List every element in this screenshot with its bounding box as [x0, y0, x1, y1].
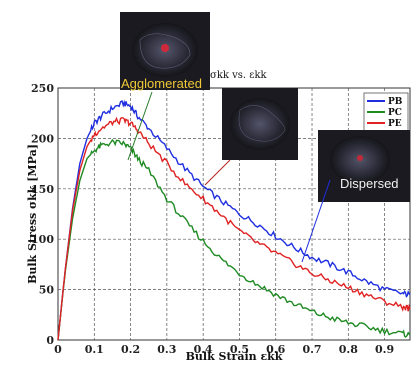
series-lines — [57, 99, 411, 341]
inset-dispersed-label: Dispersed — [340, 176, 399, 191]
annotation-arrow-agglomerated — [127, 91, 153, 161]
x-tick-label: 0.4 — [194, 343, 213, 356]
x-tick-label: 0.5 — [230, 343, 249, 356]
inset-middle — [222, 88, 298, 160]
x-tick-label: 0.3 — [157, 343, 176, 356]
x-axis-label: Bulk Strain εkk — [186, 350, 283, 363]
y-tick-label: 0 — [46, 334, 54, 347]
series-line-pc — [57, 138, 411, 341]
y-tick-label: 50 — [39, 284, 55, 297]
x-tick-label: 0 — [54, 343, 62, 356]
inset-dispersed: Dispersed — [318, 130, 410, 202]
annotation-arrow-dispersed — [301, 179, 331, 263]
inset-agglomerated-label: Agglomerated — [121, 76, 202, 91]
x-tick-label: 0.2 — [121, 343, 140, 356]
x-tick-labels: 0 0.1 0.2 0.3 0.4 0.5 0.6 0.7 0.8 0.9 — [54, 343, 394, 356]
x-tick-label: 0.6 — [266, 343, 285, 356]
x-tick-label: 0.8 — [339, 343, 358, 356]
legend-label-pc: PC — [388, 108, 402, 118]
chart-title: σkk vs. εkk — [210, 70, 268, 81]
x-tick-label: 0.9 — [375, 343, 394, 356]
x-tick-label: 0.7 — [302, 343, 321, 356]
y-tick-label: 200 — [31, 132, 54, 145]
y-tick-label: 150 — [31, 183, 54, 196]
series-line-pb — [57, 99, 411, 341]
series-line-pe — [57, 116, 411, 341]
x-tick-label: 0.1 — [85, 343, 104, 356]
y-tick-label: 100 — [31, 233, 54, 246]
annotation-arrow-middle — [204, 159, 231, 186]
legend-label-pb: PB — [388, 97, 403, 107]
inset-agglomerated: Agglomerated — [120, 12, 210, 91]
y-axis-label: Bulk Stress σkk [MPa] — [26, 144, 39, 284]
legend-label-pe: PE — [388, 119, 402, 129]
y-tick-labels: 0 50 100 150 200 250 — [31, 82, 54, 347]
y-tick-label: 250 — [31, 82, 54, 95]
